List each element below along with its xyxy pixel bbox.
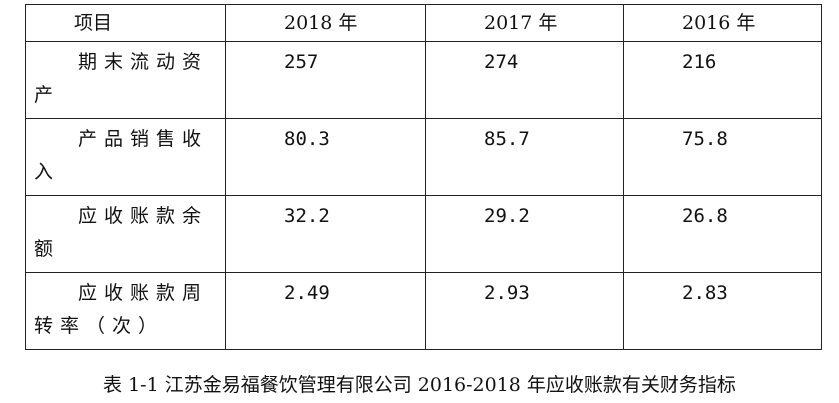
table-row: 应收账款余额 32.2 29.2 26.8 — [25, 195, 822, 273]
table-header-row: 项目 2018 年 2017 年 2016 年 — [25, 4, 822, 42]
value-cell: 26.8 — [623, 195, 822, 273]
value-cell: 274 — [425, 41, 624, 119]
value-cell: 80.3 — [225, 118, 426, 196]
row-label-receivables-turnover: 应收账款周转率（次） — [25, 272, 226, 350]
row-label-text: 应收账款周转率（次） — [34, 282, 209, 337]
header-year-2017: 2017 年 — [425, 4, 624, 42]
value-cell: 32.2 — [225, 195, 426, 273]
header-year-2018: 2018 年 — [225, 4, 426, 42]
table-row: 期末流动资产 257 274 216 — [25, 41, 822, 119]
row-label-text: 产品销售收入 — [34, 128, 209, 183]
value-cell: 75.8 — [623, 118, 822, 196]
header-year-2016: 2016 年 — [623, 4, 822, 42]
value-cell: 29.2 — [425, 195, 624, 273]
value-cell: 216 — [623, 41, 822, 119]
row-label-text: 期末流动资产 — [34, 51, 209, 106]
row-label-receivables-balance: 应收账款余额 — [25, 195, 226, 273]
financial-indicators-table: 项目 2018 年 2017 年 2016 年 期末流动资产 257 274 2… — [25, 4, 822, 350]
row-label-current-assets: 期末流动资产 — [25, 41, 226, 119]
value-cell: 85.7 — [425, 118, 624, 196]
value-cell: 2.83 — [623, 272, 822, 350]
row-label-text: 应收账款余额 — [34, 205, 209, 260]
table-row: 产品销售收入 80.3 85.7 75.8 — [25, 118, 822, 196]
value-cell: 2.49 — [225, 272, 426, 350]
row-label-sales-revenue: 产品销售收入 — [25, 118, 226, 196]
value-cell: 257 — [225, 41, 426, 119]
table-caption: 表 1-1 江苏金易福餐饮管理有限公司 2016-2018 年应收账款有关财务指… — [103, 374, 736, 396]
header-item-label: 项目 — [25, 4, 226, 42]
table-row: 应收账款周转率（次） 2.49 2.93 2.83 — [25, 272, 822, 350]
value-cell: 2.93 — [425, 272, 624, 350]
